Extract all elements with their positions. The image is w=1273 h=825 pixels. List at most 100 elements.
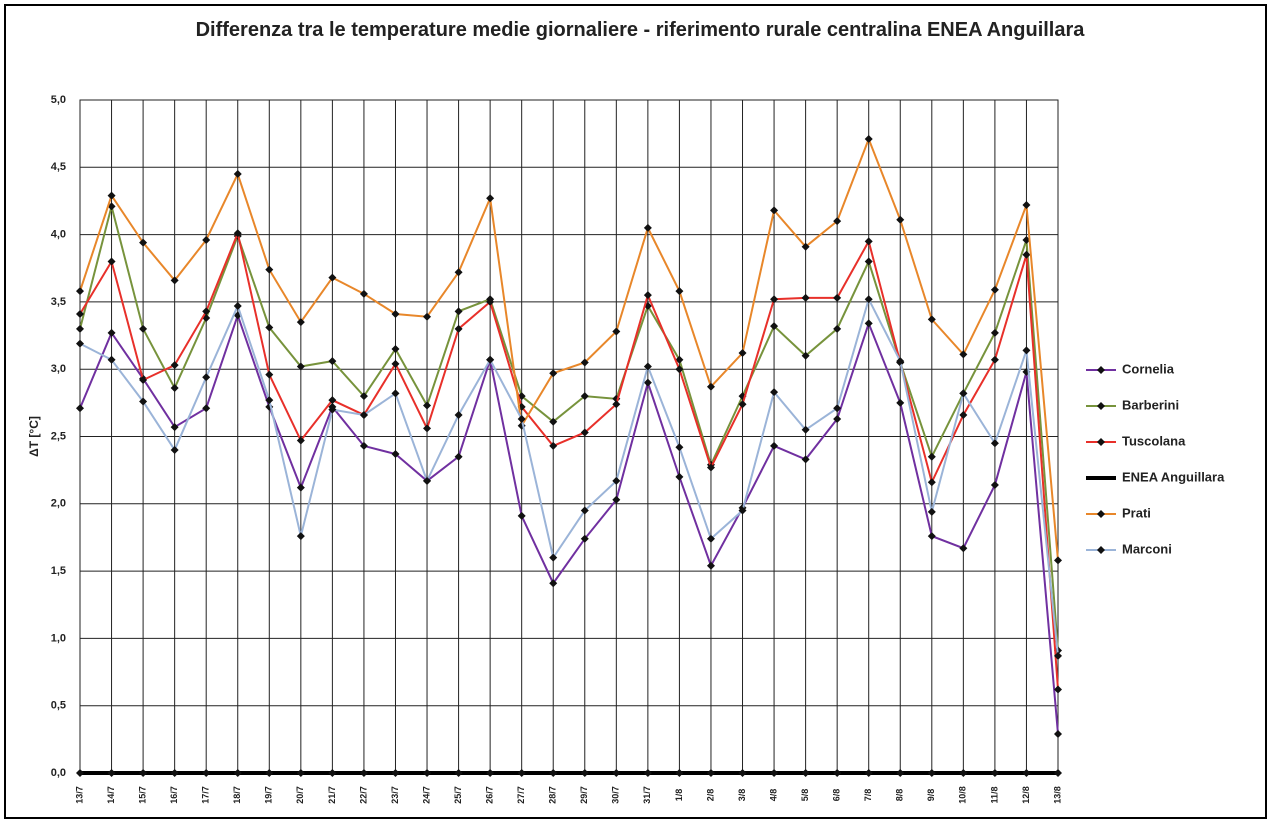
x-tick-group: 14/7 xyxy=(106,786,116,804)
legend-label: Tuscolana xyxy=(1122,433,1186,448)
data-point xyxy=(202,404,211,413)
data-point xyxy=(107,257,116,266)
data-point xyxy=(801,769,810,777)
series-line xyxy=(79,136,1059,561)
data-point xyxy=(423,476,432,485)
data-point xyxy=(896,357,905,366)
x-tick-label: 24/7 xyxy=(421,786,431,804)
data-point xyxy=(675,472,684,481)
data-point xyxy=(486,355,495,364)
x-tick-group: 13/8 xyxy=(1052,786,1062,804)
data-point xyxy=(296,532,305,541)
data-point xyxy=(549,769,558,777)
data-point xyxy=(1022,200,1031,209)
data-point xyxy=(1054,769,1062,777)
x-tick-group: 5/8 xyxy=(800,789,810,802)
x-tick-group: 7/8 xyxy=(863,789,873,802)
x-tick-group: 17/7 xyxy=(201,786,211,804)
data-point xyxy=(612,476,621,485)
x-tick-label: 5/8 xyxy=(800,789,810,802)
data-point xyxy=(107,328,116,337)
data-point xyxy=(139,324,148,333)
data-point xyxy=(359,410,368,419)
data-point xyxy=(927,452,936,461)
data-point xyxy=(833,404,842,413)
legend-label: Cornelia xyxy=(1122,361,1175,376)
data-point xyxy=(391,345,400,354)
data-point xyxy=(770,322,779,331)
data-point xyxy=(864,319,873,328)
x-tick-group: 31/7 xyxy=(642,786,652,804)
x-tick-group: 4/8 xyxy=(768,789,778,802)
data-point xyxy=(675,287,684,296)
x-tick-label: 21/7 xyxy=(327,786,337,804)
x-tick-label: 29/7 xyxy=(579,786,589,804)
data-point xyxy=(265,370,274,379)
data-point xyxy=(107,191,116,200)
data-point xyxy=(517,415,526,424)
y-tick-label: 4,0 xyxy=(51,229,66,241)
data-point xyxy=(833,324,842,333)
data-point xyxy=(359,441,368,450)
data-point xyxy=(486,297,495,306)
data-point xyxy=(927,478,936,487)
data-point xyxy=(959,769,968,777)
x-tick-group: 26/7 xyxy=(485,786,495,804)
x-tick-group: 9/8 xyxy=(926,789,936,802)
data-point xyxy=(328,357,337,366)
x-tick-group: 23/7 xyxy=(390,786,400,804)
data-point xyxy=(549,553,558,562)
x-tick-label: 18/7 xyxy=(232,786,242,804)
data-point xyxy=(580,769,589,777)
data-point xyxy=(549,579,558,588)
data-point xyxy=(328,273,337,282)
data-point xyxy=(359,769,368,777)
data-point xyxy=(454,410,463,419)
data-point xyxy=(643,362,652,371)
data-point xyxy=(233,229,242,238)
data-point xyxy=(990,439,999,448)
data-point xyxy=(801,293,810,302)
legend-label: Barberini xyxy=(1122,397,1179,412)
data-point xyxy=(454,268,463,277)
series-line xyxy=(79,206,1059,651)
data-point xyxy=(864,257,873,266)
y-tick-label: 0,0 xyxy=(51,767,66,779)
x-tick-label: 17/7 xyxy=(201,786,211,804)
x-tick-group: 3/8 xyxy=(737,789,747,802)
data-point xyxy=(927,532,936,541)
x-tick-label: 10/8 xyxy=(958,786,968,804)
data-point xyxy=(423,769,432,777)
data-point xyxy=(770,441,779,450)
data-point xyxy=(801,242,810,251)
data-point xyxy=(864,135,873,144)
data-point xyxy=(612,495,621,504)
x-tick-group: 25/7 xyxy=(453,786,463,804)
x-tick-group: 2/8 xyxy=(705,789,715,802)
data-point xyxy=(391,310,400,319)
data-point xyxy=(675,365,684,374)
x-tick-group: 1/8 xyxy=(674,789,684,802)
data-point xyxy=(864,295,873,304)
x-tick-label: 13/7 xyxy=(74,786,84,804)
data-point xyxy=(833,769,842,777)
x-tick-group: 15/7 xyxy=(137,786,147,804)
data-point xyxy=(517,769,526,777)
legend-label: ENEA Anguillara xyxy=(1122,469,1225,484)
data-point xyxy=(107,355,116,364)
data-point xyxy=(391,449,400,458)
data-point xyxy=(233,301,242,310)
data-point xyxy=(612,400,621,409)
data-point xyxy=(76,310,84,319)
data-point xyxy=(296,436,305,445)
data-point xyxy=(706,463,715,472)
data-point xyxy=(864,237,873,246)
data-point xyxy=(107,769,116,777)
data-point xyxy=(391,769,400,777)
data-point xyxy=(580,392,589,401)
data-point xyxy=(170,384,179,393)
data-point xyxy=(296,483,305,492)
data-point xyxy=(202,307,211,316)
data-point xyxy=(770,295,779,304)
y-tick-label: 0,5 xyxy=(51,700,66,712)
